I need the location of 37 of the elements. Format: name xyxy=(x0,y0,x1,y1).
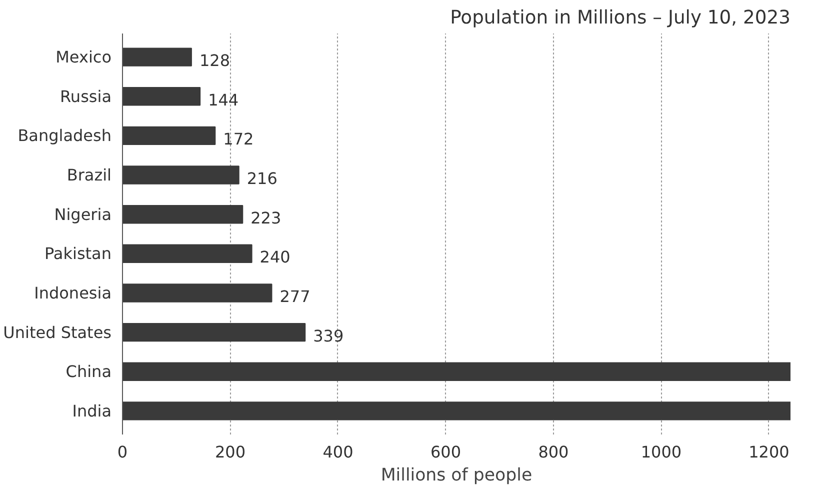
bar xyxy=(122,87,201,106)
x-tick-label: 600 xyxy=(430,442,462,462)
y-tick-label: Indonesia xyxy=(34,283,112,302)
y-tick-label: Mexico xyxy=(56,48,112,67)
data-label: 128 xyxy=(199,51,230,70)
data-label: 144 xyxy=(208,90,239,110)
y-tick-label: United States xyxy=(3,322,112,342)
data-label: 277 xyxy=(280,286,310,306)
data-label: 240 xyxy=(260,248,290,267)
x-tick-label: 200 xyxy=(214,442,246,462)
bar xyxy=(122,362,790,381)
data-label: 223 xyxy=(250,208,282,228)
y-tick-label: India xyxy=(72,401,112,420)
y-tick-label: Bangladesh xyxy=(18,126,112,146)
x-axis-title: Millions of people xyxy=(380,466,532,486)
data-label: 339 xyxy=(313,326,344,346)
x-tick-label: 800 xyxy=(538,442,569,462)
bar xyxy=(122,402,790,420)
bar xyxy=(122,322,306,342)
x-tick-label: 1200 xyxy=(748,442,790,462)
bar xyxy=(122,126,216,146)
x-tick-label: 1000 xyxy=(640,442,682,462)
bar xyxy=(122,244,252,263)
y-tick-label: China xyxy=(66,362,112,382)
y-tick-label: Brazil xyxy=(66,166,112,185)
y-tick-label: Pakistan xyxy=(44,244,112,264)
y-tick-label: Nigeria xyxy=(54,204,112,224)
bar xyxy=(122,166,240,184)
y-tick-label: Russia xyxy=(60,86,112,106)
chart-title: Population in Millions – July 10, 2023 xyxy=(450,8,790,28)
data-label: 216 xyxy=(246,169,278,188)
bar xyxy=(122,48,192,66)
x-tick-label: 0 xyxy=(117,442,128,462)
x-tick-label: 400 xyxy=(322,442,354,462)
bar xyxy=(122,284,272,302)
data-label: 172 xyxy=(223,130,254,149)
bar xyxy=(122,205,244,224)
